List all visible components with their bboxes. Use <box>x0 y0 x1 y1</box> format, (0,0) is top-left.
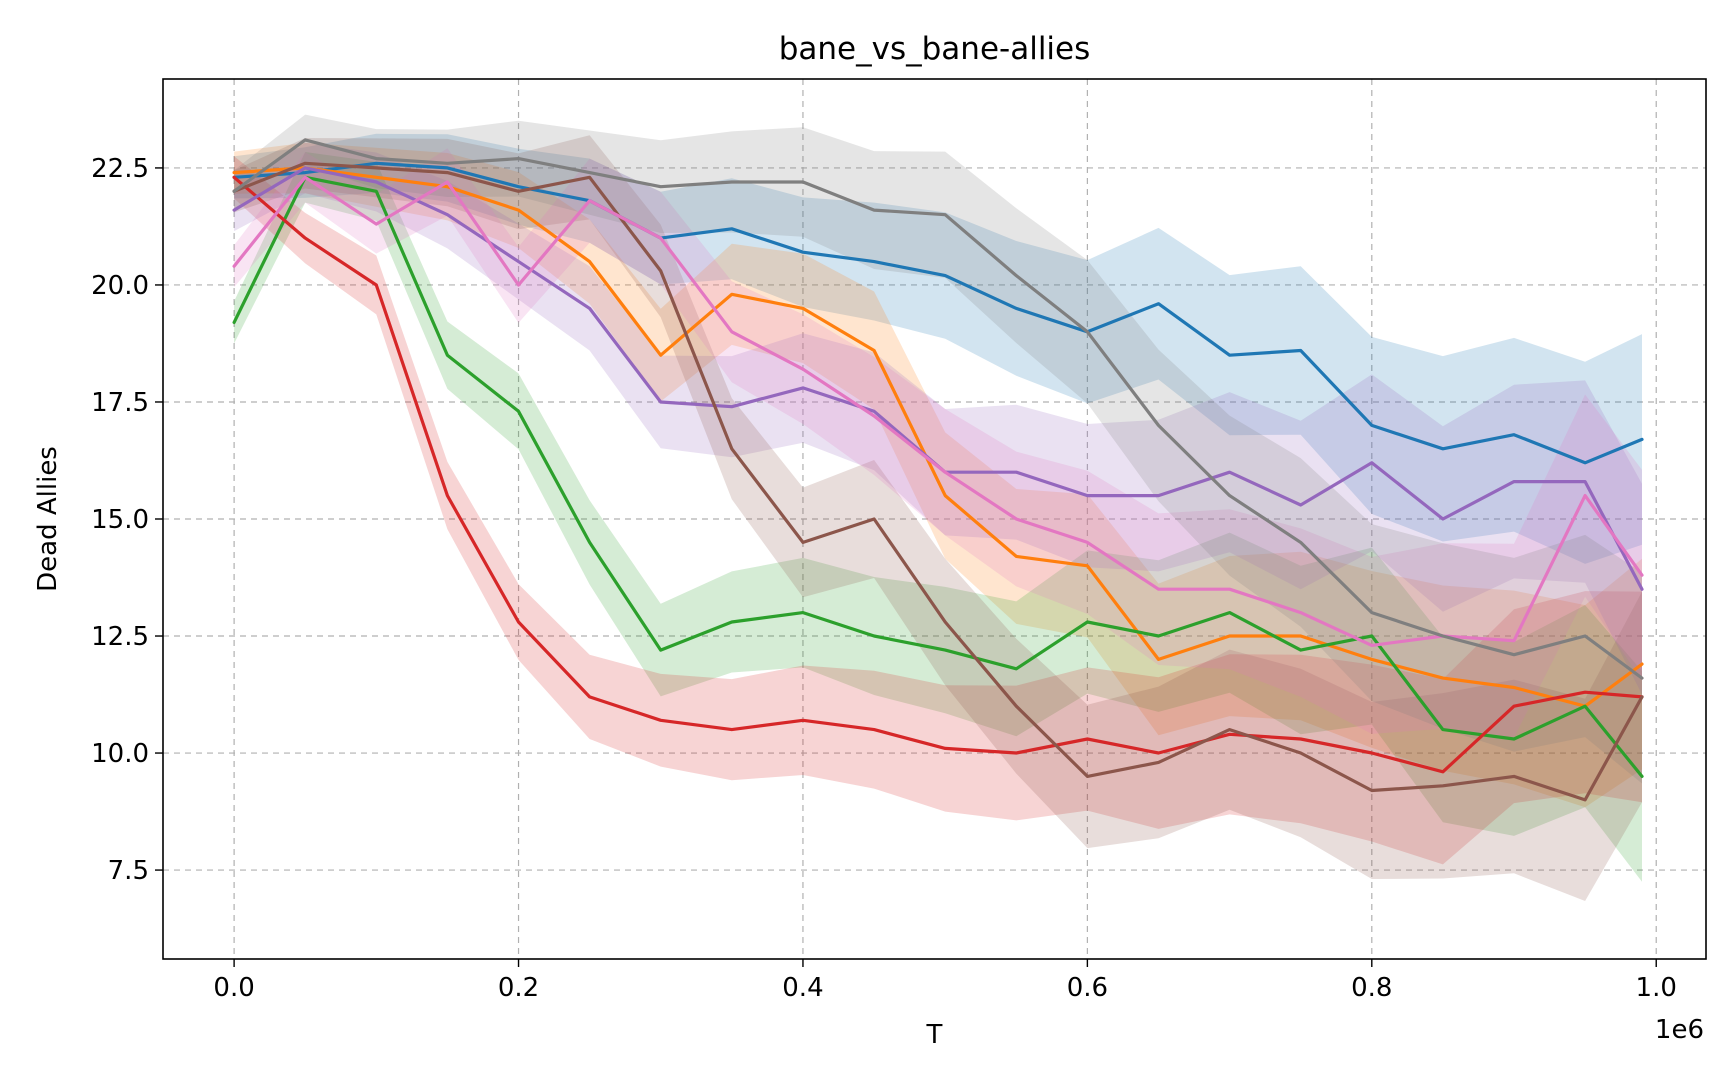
series-line-6 <box>232 161 1644 802</box>
chart-title: bane_vs_bane-allies <box>779 31 1091 67</box>
series-line-2 <box>232 166 1644 708</box>
y-tick-label: 10.0 <box>91 739 149 769</box>
y-tick-label: 12.5 <box>91 622 149 652</box>
series-band-1 <box>234 133 1643 564</box>
axis-ticks: 0.0 0.2 0.4 0.6 0.8 1.0 7.5 10.0 12.5 15.0 17.5 20.… <box>91 154 1677 1003</box>
series-band-2 <box>234 142 1643 808</box>
y-axis-label: Dead Allies <box>33 446 63 592</box>
y-tick-label: 7.5 <box>108 856 149 886</box>
series-band-5 <box>234 142 1643 695</box>
x-tick-label: 0.2 <box>498 973 539 1003</box>
x-tick-label: 0.0 <box>213 973 254 1003</box>
x-axis-offset-text: 1e6 <box>1655 1015 1704 1045</box>
y-tick-label: 20.0 <box>91 271 149 301</box>
series-line-8 <box>232 138 1644 680</box>
series-band-4 <box>234 156 1643 865</box>
y-tick-label: 22.5 <box>91 154 149 184</box>
y-tick-label: 17.5 <box>91 388 149 418</box>
x-tick-label: 0.6 <box>1067 973 1108 1003</box>
series-band-6 <box>234 135 1643 901</box>
series-line-7 <box>232 175 1644 648</box>
x-axis-label: T <box>926 1020 943 1050</box>
confidence-bands <box>234 114 1643 901</box>
series-line-4 <box>232 175 1644 774</box>
series-lines <box>232 138 1644 802</box>
series-band-3 <box>234 152 1643 882</box>
x-tick-label: 0.4 <box>782 973 823 1003</box>
x-tick-label: 1.0 <box>1636 973 1677 1003</box>
series-band-7 <box>234 148 1643 738</box>
series-line-3 <box>232 175 1644 779</box>
y-tick-label: 15.0 <box>91 505 149 535</box>
series-line-1 <box>232 161 1644 465</box>
series-band-8 <box>234 114 1643 784</box>
grid <box>163 79 1706 959</box>
x-tick-label: 0.8 <box>1351 973 1392 1003</box>
